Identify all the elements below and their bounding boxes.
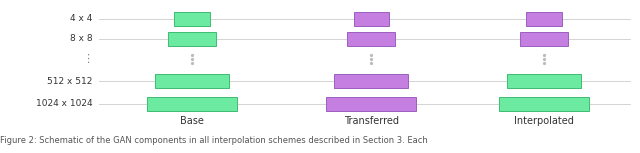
FancyBboxPatch shape (520, 32, 568, 46)
FancyBboxPatch shape (334, 74, 408, 88)
FancyBboxPatch shape (155, 74, 229, 88)
FancyBboxPatch shape (353, 12, 388, 26)
FancyBboxPatch shape (326, 97, 416, 111)
FancyBboxPatch shape (168, 32, 216, 46)
Text: Interpolated: Interpolated (514, 116, 574, 126)
Text: 8 x 8: 8 x 8 (70, 34, 93, 43)
Text: 4 x 4: 4 x 4 (70, 14, 93, 23)
FancyBboxPatch shape (347, 32, 396, 46)
FancyBboxPatch shape (507, 74, 581, 88)
Text: 1024 x 1024: 1024 x 1024 (36, 99, 93, 108)
FancyBboxPatch shape (174, 12, 210, 26)
Text: 512 x 512: 512 x 512 (47, 77, 93, 86)
Text: ⋮: ⋮ (82, 54, 93, 64)
FancyBboxPatch shape (526, 12, 562, 26)
Text: Figure 2: Schematic of the GAN components in all interpolation schemes described: Figure 2: Schematic of the GAN component… (0, 136, 428, 145)
Text: Base: Base (180, 116, 204, 126)
Text: Transferred: Transferred (344, 116, 399, 126)
FancyBboxPatch shape (147, 97, 237, 111)
FancyBboxPatch shape (499, 97, 589, 111)
